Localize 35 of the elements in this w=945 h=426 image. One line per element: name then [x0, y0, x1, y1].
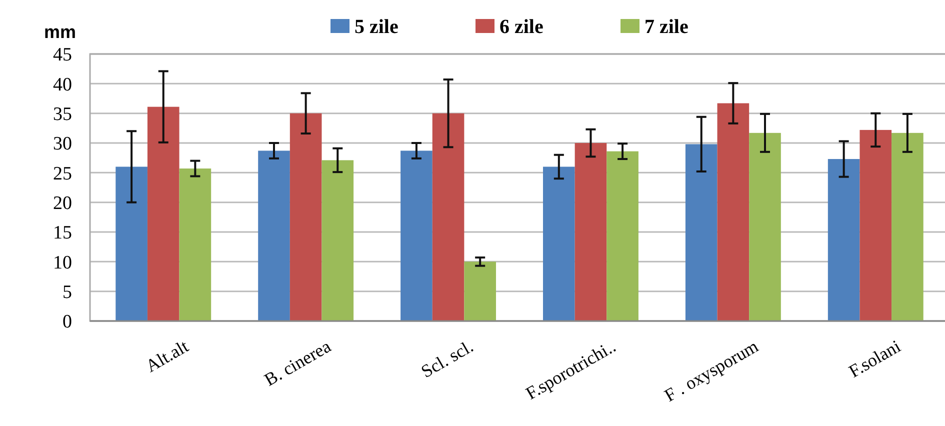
bar — [400, 150, 432, 321]
bar — [574, 143, 607, 321]
y-tick-label: 45 — [53, 44, 72, 66]
bar — [116, 166, 148, 321]
y-tick-label: 40 — [53, 74, 72, 96]
bar — [685, 144, 718, 321]
legend-label: 7 zile — [644, 16, 688, 38]
bar — [464, 262, 496, 321]
bar — [147, 106, 180, 321]
bar — [432, 113, 464, 321]
bar — [258, 150, 290, 321]
x-tick-label: Alt.alt — [142, 336, 192, 376]
bar — [606, 151, 638, 321]
y-tick-label: 5 — [62, 282, 72, 303]
y-tick-label: 25 — [53, 163, 72, 184]
x-tick-label: Scl. scl. — [418, 336, 477, 382]
y-tick-label: 0 — [62, 312, 72, 333]
bar — [749, 132, 781, 321]
bar — [179, 168, 212, 321]
x-tick-label: B. cinerea — [260, 336, 334, 390]
y-tick-label: 20 — [53, 192, 72, 214]
bar — [290, 113, 322, 321]
y-tick-label: 15 — [53, 222, 72, 244]
bar — [892, 132, 924, 321]
y-tick-label: 30 — [53, 134, 72, 155]
y-tick-label: 10 — [53, 252, 72, 274]
legend-label: 6 zile — [500, 16, 544, 38]
y-axis-title: mm — [44, 22, 76, 42]
y-tick-label: 35 — [53, 104, 72, 125]
legend-label: 5 zile — [354, 16, 398, 38]
bar — [717, 103, 750, 321]
bar — [860, 130, 892, 321]
bar — [543, 166, 575, 321]
bar — [828, 159, 860, 321]
bar — [322, 160, 354, 321]
